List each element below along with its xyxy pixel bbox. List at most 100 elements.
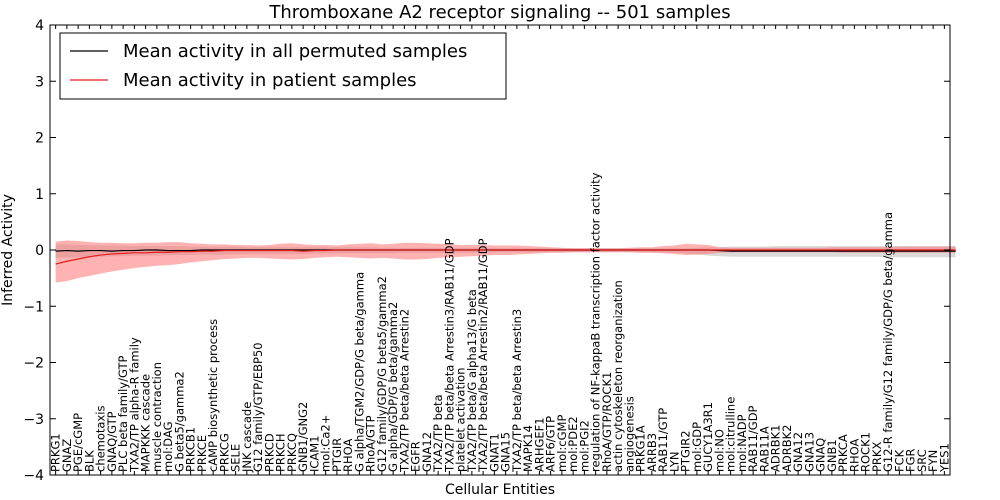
x-tick-label: PRKCH — [274, 433, 288, 472]
x-tick-label: G beta5/gamma2 — [172, 371, 186, 472]
x-tick-label: mol:NADP — [735, 414, 749, 472]
x-tick-label: PLC beta family/GTP — [116, 355, 130, 472]
x-tick-label: TXA2/TP alpha-R family — [127, 337, 141, 473]
x-tick-label: ADRBK1 — [769, 425, 783, 472]
x-tick-label: muscle contraction — [150, 362, 164, 472]
x-tick-label: TXA2/TP beta — [431, 394, 445, 473]
x-tick-label: G alpha/TGM2/GDP/G beta/gamma — [352, 272, 366, 472]
x-tick-label: PRKCD — [262, 433, 276, 472]
chart-title: Thromboxane A2 receptor signaling -- 501… — [268, 2, 730, 23]
x-tick-label: G12 family/GTP/EBP50 — [251, 342, 265, 472]
y-tick-label: 0 — [35, 243, 44, 259]
x-tick-label: mol:PGI2 — [577, 420, 591, 472]
x-tick-label: FYN — [926, 450, 940, 472]
x-tick-label: GNAQ/GTP — [105, 411, 119, 472]
legend: Mean activity in all permuted samples Me… — [59, 32, 507, 100]
x-tick-label: G12 family/GDP/G beta5/gamma2 — [375, 276, 389, 472]
y-tick-label: −4 — [23, 468, 44, 484]
x-tick-label: SELE — [229, 444, 243, 472]
x-tick-label: cAMP biosynthetic process — [206, 319, 220, 472]
x-tick-label: TXA2/TP beta/beta Arrestin2 — [397, 309, 411, 473]
plot-area — [55, 240, 956, 283]
x-tick-label: PRKX — [870, 442, 884, 472]
x-tick-labels: PRKG1GNAZPGE/cGMPBLKchemotaxisGNAQ/GTPPL… — [49, 25, 951, 475]
x-tick-label: PTGIR — [330, 438, 344, 472]
x-tick-label: FCK — [892, 449, 906, 472]
x-tick-label: GNA13 — [802, 432, 816, 472]
x-tick-label: SRC — [915, 449, 929, 472]
y-tick-label: 2 — [35, 131, 44, 147]
x-tick-label: RAB11/GDP — [746, 405, 760, 472]
x-tick-label: GNAZ — [60, 439, 74, 472]
x-tick-label: LYN — [667, 451, 681, 472]
y-tick-label: 3 — [35, 74, 44, 90]
y-axis-label: Inferred Activity — [0, 194, 16, 306]
x-tick-label: RHOA — [847, 439, 861, 472]
x-tick-label: mol:NO — [712, 429, 726, 472]
x-tick-label: ARF6/GTP — [544, 416, 558, 472]
y-tick-label: −2 — [23, 356, 44, 372]
x-axis-label: Cellular Entities — [445, 482, 555, 498]
x-tick-label: RhoA/GTP — [364, 415, 378, 472]
x-tick-label: PRKCG — [217, 433, 231, 472]
x-tick-label: TXA2/TP beta/beta Arrestin3/RAB11/GDP — [442, 238, 456, 473]
x-tick-label: G alpha/GDP/G beta/gamma2 — [386, 302, 400, 472]
x-tick-label: FGR — [904, 448, 918, 472]
x-tick-label: YES1 — [937, 443, 951, 473]
series-line-1 — [55, 249, 956, 265]
x-tick-label: GNB1/GNG2 — [296, 402, 310, 472]
x-tick-label: RAB11/GTP — [656, 408, 670, 472]
y-tick-label: −1 — [23, 299, 44, 315]
legend-box — [59, 32, 507, 100]
x-tick-label: EGFR — [409, 441, 423, 472]
x-tick-label: PGE/cGMP — [71, 413, 85, 472]
x-tick-label: GNA12 — [791, 432, 805, 472]
x-tick-label: PRKG1 — [49, 433, 63, 472]
x-tick-label: GNAT1 — [487, 433, 501, 472]
x-tick-label: RAB11A — [757, 426, 771, 472]
legend-label-permuted: Mean activity in all permuted samples — [123, 41, 467, 62]
x-tick-label: mol:GDP — [690, 422, 704, 472]
x-tick-label: regulation of NF-kappaB transcription fa… — [589, 172, 603, 472]
x-tick-label: RHOA — [341, 439, 355, 472]
x-tick-label: TXA2/TP beta/G alpha13/G beta — [465, 289, 479, 473]
x-tick-label: mol:PDE2 — [566, 416, 580, 472]
x-tick-label: ARHGEF1 — [532, 417, 546, 472]
x-tick-label: GNA15 — [499, 432, 513, 472]
x-tick-label: PRKCA — [836, 434, 850, 472]
x-tick-label: chemotaxis — [94, 406, 108, 472]
x-tick-label: MAPK14 — [521, 425, 535, 472]
y-tick-labels: −4 −3 −2 −1 0 1 2 3 4 — [23, 18, 950, 484]
x-tick-label: GNB1 — [825, 439, 839, 472]
x-tick-label: PRKCB1 — [184, 427, 198, 472]
x-tick-label: PRKCE — [195, 435, 209, 472]
x-tick-label: MAPKKK cascade — [139, 374, 153, 472]
x-tick-label: TXA2/TP beta/beta Arrestin2/RAB11/GDP — [476, 238, 490, 473]
x-tick-label: ADRBK2 — [780, 425, 794, 472]
x-tick-label: GNAQ — [814, 438, 828, 472]
plot-frame — [49, 24, 951, 476]
x-tick-label: ARRB3 — [645, 433, 659, 472]
x-tick-label: ICAM1 — [307, 435, 321, 472]
x-tick-label: platelet activation — [454, 367, 468, 472]
x-tick-label: GUCY1A3R1 — [701, 402, 715, 472]
legend-label-patient: Mean activity in patient samples — [123, 70, 417, 91]
x-tick-label: RhoA/GTP/ROCK1 — [600, 372, 614, 472]
x-tick-label: PRKCQ — [285, 433, 299, 472]
y-tick-label: 1 — [35, 187, 44, 203]
x-tick-label: BLK — [82, 450, 96, 472]
x-tick-label: actin cytoskeleton reorganization — [611, 280, 625, 472]
x-tick-label: angiogenesis — [622, 396, 636, 472]
y-tick-label: 4 — [35, 18, 44, 34]
x-tick-label: mol:citrulline — [724, 397, 738, 472]
y-tick-label: −3 — [23, 412, 44, 428]
x-tick-label: TXA2/TP beta/beta Arrestin3 — [510, 309, 524, 473]
x-tick-label: mol:Ca2+ — [319, 415, 333, 472]
x-tick-label: mol:DAG — [161, 421, 175, 472]
x-tick-label: ROCK1 — [859, 432, 873, 472]
x-tick-label: GNA12 — [420, 432, 434, 472]
x-tick-label: PTGIR2 — [679, 430, 693, 472]
x-tick-label: PRKG1A — [634, 425, 648, 472]
x-tick-label: mol:cGMP — [555, 415, 569, 472]
